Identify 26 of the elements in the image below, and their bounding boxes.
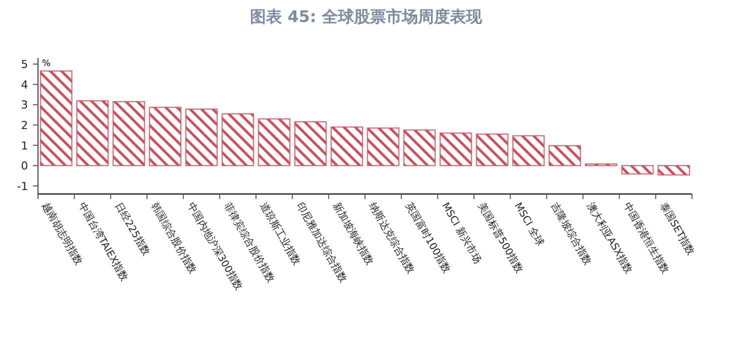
bar xyxy=(294,121,327,166)
bar xyxy=(185,108,218,166)
bar xyxy=(112,101,146,166)
bar xyxy=(440,132,472,166)
y-axis-title: % xyxy=(42,59,51,69)
bar xyxy=(40,70,72,166)
y-tick-label: 1 xyxy=(21,139,28,152)
bar xyxy=(621,164,654,175)
y-tick-label: 5 xyxy=(21,58,28,72)
bar xyxy=(258,118,290,166)
bar xyxy=(76,100,109,166)
y-tick-label: 4 xyxy=(21,78,28,92)
chart-title: 图表 45: 全球股票市场周度表现 xyxy=(250,7,483,26)
y-tick-label: 0 xyxy=(21,160,28,173)
y-tick-label: 3 xyxy=(21,98,28,112)
bar xyxy=(366,127,400,166)
y-tick-label: -1 xyxy=(17,180,28,193)
bar xyxy=(403,129,436,166)
bar xyxy=(548,145,582,166)
y-tick-label: 2 xyxy=(21,118,28,132)
bar xyxy=(330,126,364,166)
bar xyxy=(148,106,182,166)
bar xyxy=(512,135,545,166)
bar xyxy=(658,164,690,176)
bar xyxy=(222,113,254,166)
bar xyxy=(476,134,508,166)
